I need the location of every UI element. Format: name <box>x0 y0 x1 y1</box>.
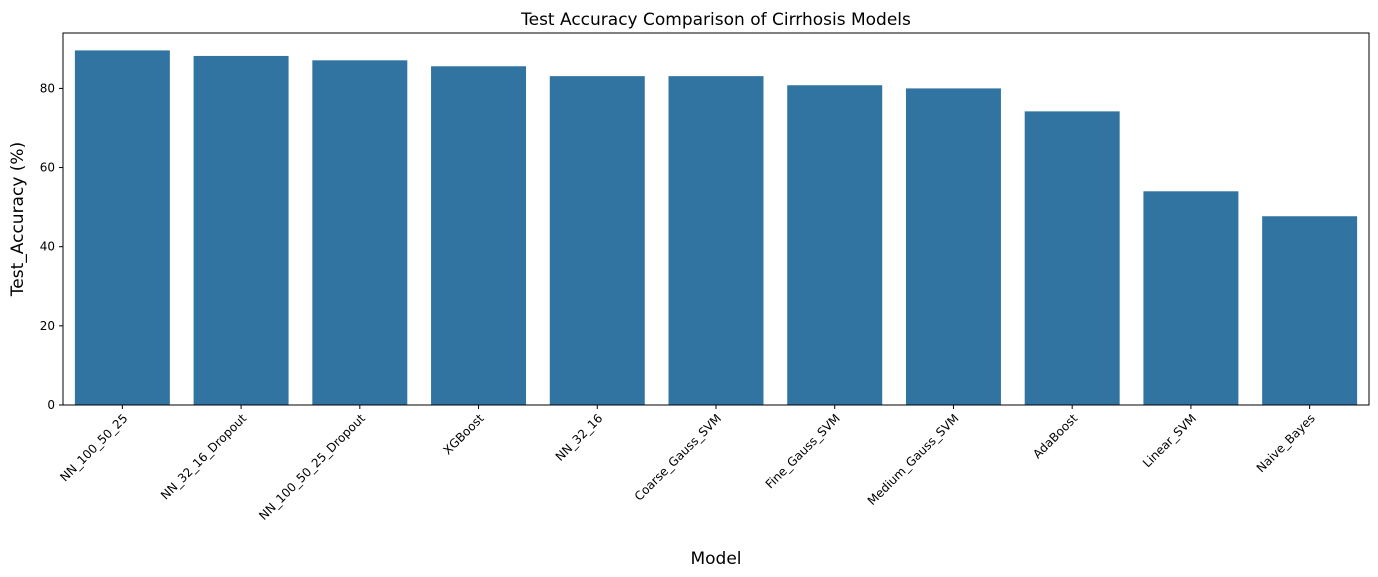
bar-adaboost <box>1024 111 1120 405</box>
bar-nn-32-16 <box>549 76 645 405</box>
bar-linear-svm <box>1143 191 1239 405</box>
x-tick-label: NN_100_50_25 <box>57 411 130 484</box>
bars-group <box>74 50 1358 406</box>
bar-fine-gauss-svm <box>787 85 883 406</box>
x-tick-label: Coarse_Gauss_SVM <box>632 411 724 503</box>
x-tick-label: Fine_Gauss_SVM <box>763 411 843 491</box>
bar-xgboost <box>431 66 527 405</box>
y-axis: 0 20 40 60 80 <box>40 81 63 412</box>
bar-nn-100-50-25 <box>74 50 170 405</box>
bar-coarse-gauss-svm <box>668 76 764 405</box>
bar-medium-gauss-svm <box>905 88 1001 405</box>
x-tick-label: NN_32_16 <box>553 411 606 464</box>
x-tick-label: XGBoost <box>440 411 486 457</box>
bar-naive-bayes <box>1262 216 1358 405</box>
bar-nn-32-16-dropout <box>193 55 289 406</box>
x-tick-label: NN_100_50_25_Dropout <box>256 411 368 523</box>
y-axis-title: Test_Accuracy (%) <box>8 142 28 297</box>
y-tick-label: 80 <box>40 81 55 95</box>
y-tick-label: 20 <box>40 319 55 333</box>
y-tick-label: 40 <box>40 240 55 254</box>
plot-frame <box>62 32 1370 406</box>
x-tick-label: NN_32_16_Dropout <box>158 411 249 502</box>
x-tick-label: Medium_Gauss_SVM <box>865 411 962 508</box>
x-axis-title: Model <box>690 549 741 569</box>
x-tick-label: Linear_SVM <box>1140 411 1199 470</box>
x-tick-label: Naive_Bayes <box>1254 411 1318 475</box>
x-axis: NN_100_50_25 NN_32_16_Dropout NN_100_50_25… <box>57 405 1318 523</box>
bar-nn-100-50-25-dropout <box>312 60 408 405</box>
chart-title: Test Accuracy Comparison of Cirrhosis Mo… <box>520 10 911 30</box>
y-tick-label: 0 <box>47 398 55 412</box>
x-tick-label: AdaBoost <box>1030 411 1080 461</box>
y-tick-label: 60 <box>40 161 55 175</box>
